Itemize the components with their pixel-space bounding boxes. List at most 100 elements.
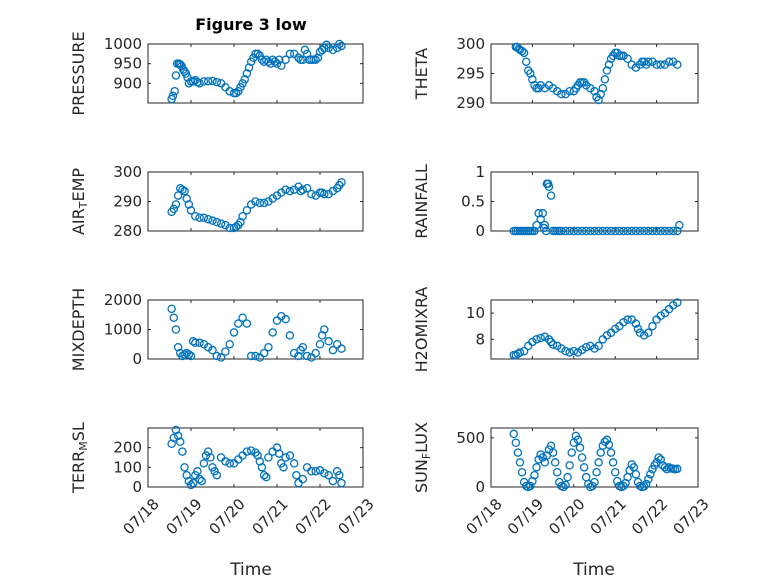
- data-point: [242, 206, 252, 215]
- y-axis-label: RAINFALL: [412, 164, 431, 239]
- data-point: [532, 335, 541, 344]
- data-point: [519, 346, 529, 356]
- data-point: [221, 457, 230, 466]
- data-point: [644, 226, 653, 236]
- data-point: [654, 453, 663, 462]
- data-point: [212, 77, 222, 87]
- data-point: [540, 220, 550, 230]
- data-point: [264, 453, 273, 462]
- x-tick-label: 07/20: [545, 495, 588, 538]
- subplot-5: 0 1000 2000 MIXDEPTH: [69, 288, 364, 371]
- data-point: [191, 338, 200, 348]
- data-point: [561, 346, 570, 356]
- data-point: [594, 341, 603, 351]
- data-point: [225, 339, 234, 349]
- y-tick-label: 0: [475, 222, 485, 240]
- data-point: [270, 57, 280, 66]
- data-point: [234, 319, 243, 328]
- series-markers: [509, 179, 684, 236]
- data-point: [279, 463, 288, 472]
- data-point: [596, 89, 605, 99]
- data-point: [590, 344, 599, 353]
- data-point: [619, 226, 628, 236]
- y-tick-label: 8: [475, 330, 485, 348]
- data-point: [320, 468, 329, 478]
- data-point: [610, 226, 620, 236]
- data-point: [604, 440, 614, 449]
- data-point: [184, 350, 194, 359]
- x-tick-label: 07/22: [628, 495, 671, 538]
- data-point: [231, 222, 241, 231]
- data-point: [289, 459, 299, 468]
- data-point: [513, 448, 523, 457]
- data-point: [575, 443, 585, 452]
- data-point: [548, 340, 558, 349]
- data-point: [668, 300, 678, 310]
- data-point: [548, 448, 558, 457]
- data-point: [320, 325, 329, 334]
- data-point: [559, 482, 568, 492]
- data-point: [203, 214, 213, 224]
- data-point: [203, 77, 213, 86]
- data-point: [264, 342, 273, 352]
- data-point: [285, 331, 295, 340]
- y-tick-label: 950: [113, 55, 142, 73]
- data-point: [675, 220, 684, 230]
- data-point: [532, 463, 541, 472]
- data-point: [298, 185, 308, 194]
- data-point: [328, 45, 338, 55]
- data-point: [298, 55, 308, 64]
- data-point: [195, 474, 204, 484]
- data-point: [619, 318, 628, 327]
- data-point: [557, 344, 566, 353]
- data-point: [195, 79, 204, 88]
- data-point: [565, 461, 574, 470]
- data-point: [335, 470, 344, 480]
- data-point: [272, 316, 282, 325]
- data-point: [186, 206, 196, 215]
- data-point: [191, 211, 200, 221]
- x-tick-label: 07/21: [587, 495, 630, 538]
- data-point: [195, 213, 204, 222]
- data-point: [621, 478, 630, 488]
- data-point: [544, 182, 554, 191]
- data-point: [259, 348, 269, 358]
- data-point: [534, 209, 543, 218]
- data-point: [298, 474, 308, 484]
- data-point: [528, 75, 537, 84]
- data-point: [307, 353, 316, 362]
- data-point: [332, 339, 342, 349]
- x-tick-label: 07/21: [248, 495, 291, 538]
- y-axis-label: TERRMSL: [69, 422, 90, 494]
- x-axis-label-right: Time: [572, 560, 615, 580]
- data-point: [277, 61, 286, 70]
- data-point: [268, 328, 277, 337]
- data-point: [337, 41, 346, 51]
- data-point: [594, 226, 603, 236]
- data-point: [660, 226, 670, 236]
- data-point: [517, 467, 527, 477]
- data-point: [573, 435, 583, 445]
- y-axis-label: PRESSURE: [69, 31, 88, 115]
- data-point: [285, 451, 295, 460]
- axes-box: [147, 171, 364, 232]
- data-point: [311, 348, 320, 358]
- data-point: [528, 337, 537, 347]
- data-point: [668, 226, 678, 236]
- y-tick-label: 0.5: [461, 193, 485, 211]
- series-markers: [509, 298, 682, 360]
- data-point: [656, 311, 665, 320]
- data-point: [238, 313, 247, 322]
- series-markers: [511, 42, 682, 105]
- x-tick-label: 07/19: [162, 495, 205, 538]
- data-point: [530, 470, 539, 480]
- data-point: [181, 69, 191, 78]
- data-point: [656, 455, 665, 464]
- data-point: [673, 298, 682, 307]
- data-point: [255, 198, 265, 208]
- data-point: [274, 449, 284, 458]
- data-point: [602, 66, 612, 75]
- series-markers: [509, 429, 682, 492]
- y-tick-label: 300: [456, 35, 485, 53]
